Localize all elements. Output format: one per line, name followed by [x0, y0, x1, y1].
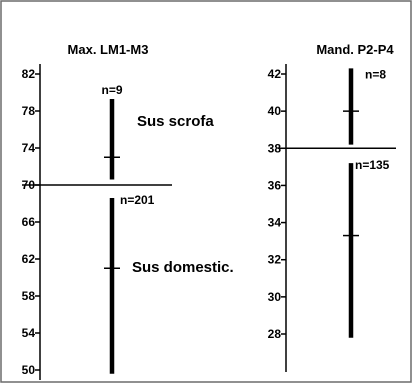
y-tick-label: 42	[268, 67, 282, 81]
right-y-axis-ticks: 42 40 38 36 34 32 30 28	[268, 67, 286, 341]
species-label-domestic: Sus domestic.	[132, 259, 234, 276]
right-n-label-lower: n=135	[355, 158, 390, 172]
y-tick-label: 66	[22, 215, 36, 229]
y-tick-label: 34	[268, 216, 282, 230]
y-tick-label: 30	[268, 290, 282, 304]
right-panel-title: Mand. P2-P4	[316, 42, 394, 57]
left-n-label-domestic: n=201	[120, 193, 155, 207]
y-tick-label: 28	[268, 327, 282, 341]
y-tick-label: 50	[22, 363, 36, 377]
right-n-label-upper: n=8	[365, 67, 386, 81]
y-tick-label: 74	[22, 141, 36, 155]
species-label-scrofa: Sus scrofa	[137, 113, 214, 130]
left-n-label-scrofa: n=9	[101, 83, 122, 97]
left-range-bars	[104, 98, 120, 374]
left-panel-title: Max. LM1-M3	[68, 42, 149, 57]
y-tick-label: 78	[22, 104, 36, 118]
right-range-bars	[343, 68, 359, 338]
y-tick-label: 36	[268, 178, 282, 192]
y-tick-label: 32	[268, 253, 282, 267]
y-tick-label: 38	[268, 141, 282, 155]
y-tick-label: 54	[22, 326, 36, 340]
y-tick-label: 58	[22, 289, 36, 303]
y-tick-label: 62	[22, 252, 36, 266]
y-tick-label: 40	[268, 104, 282, 118]
y-tick-label: 82	[22, 67, 36, 81]
